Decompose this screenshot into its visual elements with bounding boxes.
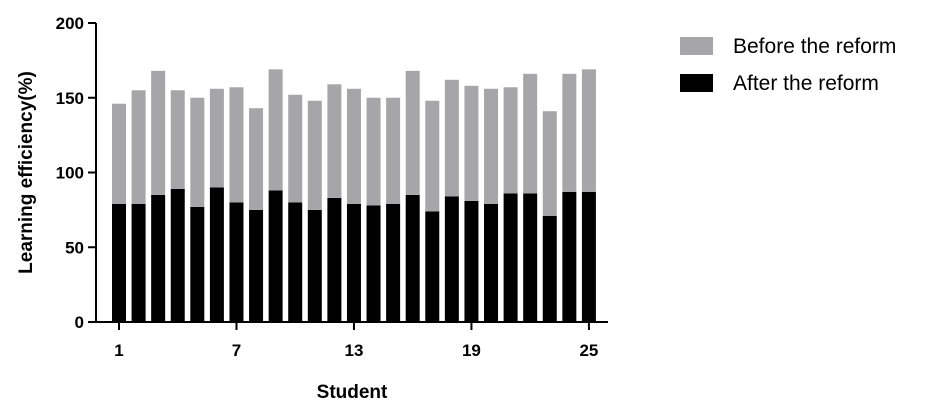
bar-after-student-7 bbox=[229, 202, 243, 322]
bar-before-student-23 bbox=[543, 111, 557, 216]
bar-after-student-2 bbox=[132, 204, 146, 322]
bar-before-student-8 bbox=[249, 108, 263, 210]
bar-before-student-13 bbox=[347, 89, 361, 204]
bar-before-student-20 bbox=[484, 89, 498, 204]
legend-label: After the reform bbox=[733, 72, 879, 95]
bar-before-student-2 bbox=[132, 90, 146, 204]
bar-before-student-22 bbox=[523, 74, 537, 194]
bar-after-student-23 bbox=[543, 216, 557, 322]
bar-after-student-1 bbox=[112, 204, 126, 322]
bar-after-student-3 bbox=[151, 195, 165, 322]
legend-swatch bbox=[680, 74, 713, 92]
bar-after-student-5 bbox=[190, 207, 204, 322]
y-tick-label: 0 bbox=[75, 313, 84, 332]
bar-before-student-3 bbox=[151, 71, 165, 195]
bar-after-student-22 bbox=[523, 193, 537, 322]
bar-after-student-4 bbox=[171, 189, 185, 322]
y-tick-label: 100 bbox=[56, 164, 84, 183]
x-tick-label: 19 bbox=[462, 341, 481, 360]
bar-before-student-21 bbox=[504, 87, 518, 193]
y-tick-label: 150 bbox=[56, 89, 84, 108]
bar-after-student-18 bbox=[445, 196, 459, 322]
bars-group bbox=[112, 69, 596, 322]
bar-before-student-18 bbox=[445, 80, 459, 197]
y-tick-label: 50 bbox=[65, 238, 84, 257]
bar-before-student-1 bbox=[112, 104, 126, 204]
bar-after-student-25 bbox=[582, 192, 596, 322]
bar-after-student-10 bbox=[288, 202, 302, 322]
bar-before-student-12 bbox=[327, 84, 341, 198]
bar-before-student-16 bbox=[406, 71, 420, 195]
y-axis-ticks: 0 50 100 150 200 bbox=[56, 14, 96, 332]
bar-after-student-12 bbox=[327, 198, 341, 322]
bar-after-student-11 bbox=[308, 210, 322, 322]
bar-after-student-21 bbox=[504, 193, 518, 322]
bar-after-student-6 bbox=[210, 187, 224, 322]
bar-before-student-10 bbox=[288, 95, 302, 203]
bar-before-student-11 bbox=[308, 101, 322, 210]
y-tick-label: 200 bbox=[56, 14, 84, 33]
x-tick-label: 13 bbox=[344, 341, 363, 360]
bar-after-student-13 bbox=[347, 204, 361, 322]
bar-before-student-9 bbox=[269, 69, 283, 190]
x-axis-title: Student bbox=[317, 382, 388, 403]
legend-swatch bbox=[680, 37, 713, 55]
bar-before-student-24 bbox=[562, 74, 576, 192]
bar-before-student-17 bbox=[425, 101, 439, 212]
bar-before-student-4 bbox=[171, 90, 185, 189]
bar-after-student-20 bbox=[484, 204, 498, 322]
x-tick-label: 1 bbox=[114, 341, 123, 360]
bar-before-student-5 bbox=[190, 98, 204, 207]
x-tick-label: 7 bbox=[232, 341, 241, 360]
bar-before-student-15 bbox=[386, 98, 400, 204]
bar-after-student-17 bbox=[425, 211, 439, 322]
y-axis-title: Learning efficiency(%) bbox=[16, 71, 37, 274]
bar-after-student-9 bbox=[269, 190, 283, 322]
bar-after-student-15 bbox=[386, 204, 400, 322]
bar-after-student-19 bbox=[464, 201, 478, 322]
bar-after-student-14 bbox=[367, 205, 381, 322]
x-axis-ticks: 1 7 13 19 25 bbox=[114, 322, 598, 360]
bar-before-student-6 bbox=[210, 89, 224, 188]
bar-before-student-7 bbox=[229, 87, 243, 202]
x-tick-label: 25 bbox=[579, 341, 598, 360]
bar-before-student-19 bbox=[464, 86, 478, 201]
legend-label: Before the reform bbox=[733, 35, 896, 58]
bar-after-student-16 bbox=[406, 195, 420, 322]
bar-before-student-14 bbox=[367, 98, 381, 206]
bar-after-student-24 bbox=[562, 192, 576, 322]
bar-after-student-8 bbox=[249, 210, 263, 322]
legend: Before the reform After the reform bbox=[680, 35, 896, 95]
bar-before-student-25 bbox=[582, 69, 596, 192]
